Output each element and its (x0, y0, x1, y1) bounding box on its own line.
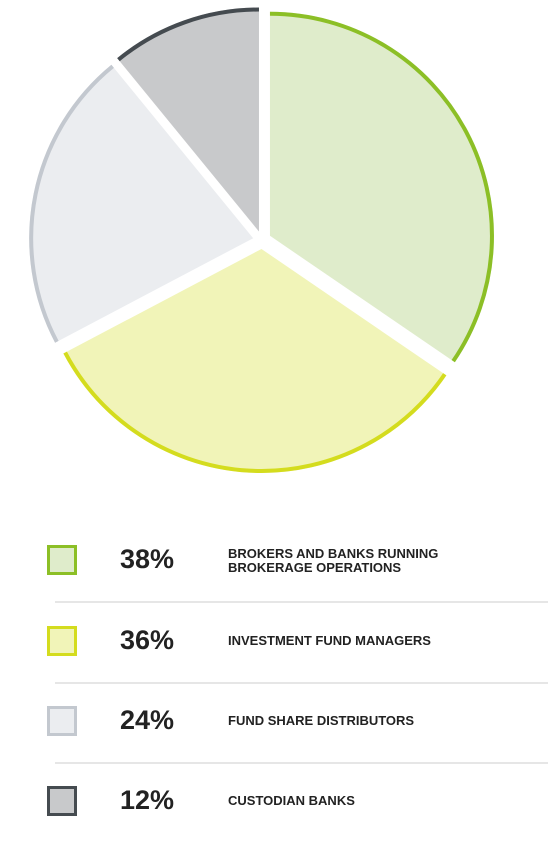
legend-item: 38% BROKERS AND BANKS RUNNING BROKERAGE O… (0, 520, 548, 600)
legend-item: 36% INVESTMENT FUND MANAGERS (0, 601, 548, 681)
separator (55, 762, 548, 764)
legend-swatch (47, 786, 77, 816)
legend-swatch (47, 545, 77, 575)
legend-label: FUND SHARE DISTRIBUTORS (228, 713, 415, 728)
pie-slice (269, 11, 494, 363)
pie-slice (63, 248, 447, 473)
slice-edge (117, 7, 259, 62)
legend-value: 24% (120, 705, 175, 735)
legend-label: CUSTODIAN BANKS (228, 793, 355, 808)
separator (55, 601, 548, 603)
legend-label: BROKERS AND BANKS RUNNING BROKERAGE OPER… (228, 546, 439, 575)
separator (55, 682, 548, 684)
legend-item: 24% FUND SHARE DISTRIBUTORS (0, 681, 548, 761)
legend-item: 12% CUSTODIAN BANKS (0, 761, 548, 841)
slice-edge (29, 64, 114, 343)
slice-edge (63, 351, 447, 473)
pie-chart (29, 7, 494, 473)
slice-edge (269, 11, 494, 363)
legend-label: INVESTMENT FUND MANAGERS (228, 633, 431, 648)
legend-value: 36% (120, 625, 175, 655)
legend-value: 12% (120, 785, 175, 815)
legend-swatch (47, 626, 77, 656)
pie-slice (117, 7, 259, 232)
legend-value: 38% (120, 544, 175, 574)
pie-slice (29, 64, 254, 343)
page: 38% BROKERS AND BANKS RUNNING BROKERAGE O… (0, 7, 548, 816)
legend-swatch (47, 706, 77, 736)
